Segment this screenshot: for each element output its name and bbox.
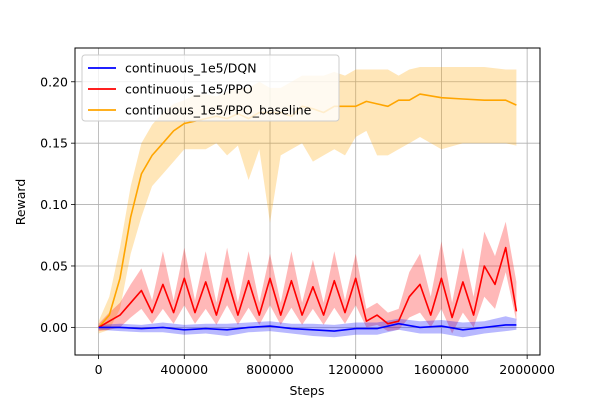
x-tick-label: 800000 (246, 362, 294, 377)
y-axis-label: Reward (13, 179, 28, 226)
x-tick-label: 1600000 (414, 362, 470, 377)
x-tick-label: 2000000 (499, 362, 555, 377)
x-axis-label: Steps (290, 383, 325, 398)
confidence-bands (98, 67, 517, 338)
y-tick-label: 0.10 (40, 197, 68, 212)
legend: continuous_1e5/DQN continuous_1e5/PPOcont… (81, 54, 340, 122)
series-band-0 (98, 316, 517, 338)
y-tick-label: 0.20 (40, 74, 68, 89)
x-tick-label: 0 (95, 362, 103, 377)
y-tick-label: 0.05 (40, 258, 68, 273)
series-band-2 (98, 67, 517, 334)
series-line-0 (98, 322, 517, 332)
series-band-1 (98, 221, 517, 334)
legend-label: continuous_1e5/PPO_baseline (125, 103, 312, 118)
legend-box (81, 54, 340, 122)
y-tick-label: 0.00 (40, 320, 68, 335)
legend-label: continuous_1e5/DQN (125, 61, 257, 76)
y-tick-label: 0.15 (40, 136, 68, 151)
legend-label: continuous_1e5/PPO (125, 82, 253, 97)
series-line-1 (98, 246, 518, 329)
y-axis-ticks: 0.00 0.05 0.10 0.15 0.20 (40, 74, 75, 335)
x-tick-label: 1200000 (328, 362, 384, 377)
x-axis-ticks: 0 400000 800000 1200000 1600000 2000000 (95, 355, 555, 377)
plot-frame (74, 47, 541, 356)
x-tick-label: 400000 (160, 362, 208, 377)
